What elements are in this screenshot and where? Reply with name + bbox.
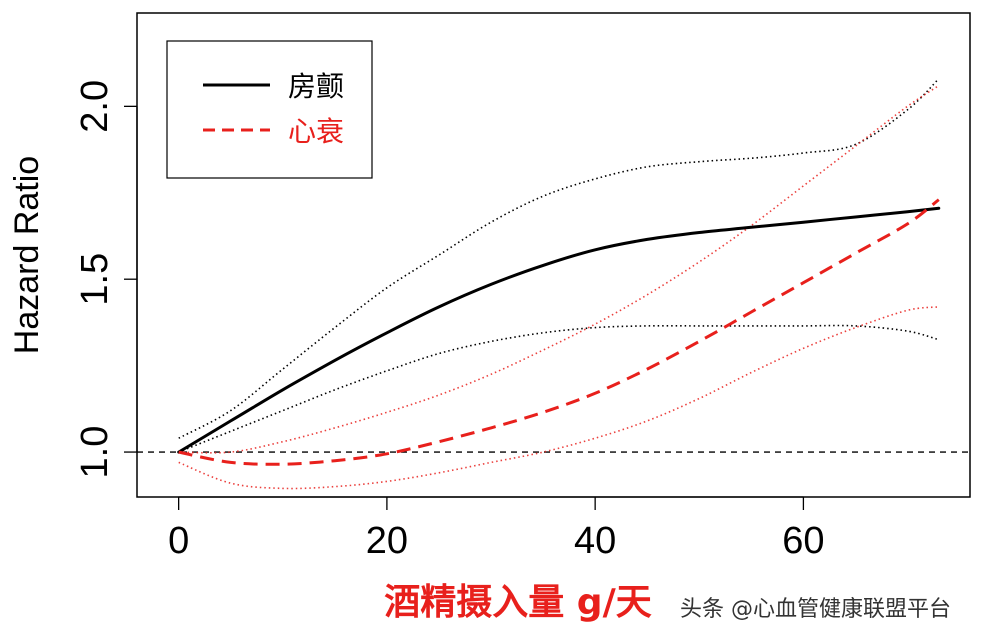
axes: 0 20 40 60 1.0 1.5 2.0 (74, 80, 825, 562)
hf-hazard-line (178, 198, 940, 466)
series-lines (177, 198, 941, 466)
x-tick-label: 20 (366, 520, 408, 562)
legend: 房颤 心衰 (166, 40, 373, 179)
legend-box (166, 40, 373, 179)
y-tick-label: 2.0 (74, 80, 116, 133)
y-tick-label: 1.5 (74, 253, 116, 306)
af-hazard-line (177, 206, 941, 454)
confidence-bands (178, 78, 940, 490)
hf-ci-upper-line (178, 84, 940, 454)
legend-label-hf: 心衰 (288, 115, 344, 148)
y-axis-label: Hazard Ratio (8, 156, 46, 354)
y-tick-label: 1.0 (74, 426, 116, 479)
x-tick-label: 0 (168, 520, 189, 562)
hf-ci-lower-line (178, 306, 939, 490)
x-axis-label: 酒精摄入量 g/天 (384, 582, 651, 623)
watermark: 头条 @心血管健康联盟平台 (680, 597, 951, 622)
legend-label-af: 房颤 (288, 70, 344, 103)
x-tick-label: 60 (782, 520, 824, 562)
af-ci-lower-line (178, 324, 940, 453)
x-tick-label: 40 (574, 520, 616, 562)
